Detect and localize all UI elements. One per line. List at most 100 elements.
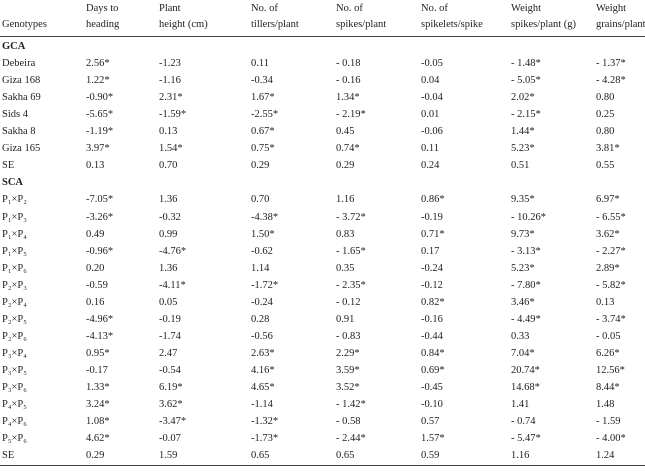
table-cell: -0.34 <box>251 75 273 87</box>
row-label: P₃×P₄ <box>2 347 27 359</box>
table-cell: -0.10 <box>421 399 443 411</box>
table-cell: - 3.74* <box>596 313 626 325</box>
header-cell: No. of <box>251 3 278 14</box>
table-cell: -4.11* <box>159 279 186 291</box>
table-cell: -1.14 <box>251 399 273 411</box>
table-cell: 12.56* <box>596 364 625 376</box>
section-title: GCA <box>2 41 26 52</box>
table-cell: 0.33 <box>511 330 530 342</box>
table-cell: -3.26* <box>86 211 114 223</box>
row-label: Sids 4 <box>2 109 28 121</box>
table-cell: - 0.18 <box>336 58 361 70</box>
table-cell: 9.35* <box>511 194 535 206</box>
table-cell: 0.17 <box>421 245 440 257</box>
table-cell: 2.29* <box>336 347 360 359</box>
table-cell: - 0.16 <box>336 75 361 87</box>
table-cell: 5.23* <box>511 262 535 274</box>
table-cell: - 2.44* <box>336 433 366 445</box>
row-label: Debeira <box>2 58 36 70</box>
table-cell: - 1.65* <box>336 245 366 257</box>
table-cell: 0.91 <box>336 313 355 325</box>
table-cell: 0.67* <box>251 126 275 138</box>
table-cell: -5.65* <box>86 109 114 121</box>
header-cell: heading <box>86 19 120 30</box>
table-cell: - 2.35* <box>336 279 366 291</box>
table-cell: 0.13 <box>596 296 615 308</box>
table-cell: 0.05 <box>159 296 178 308</box>
table-cell: - 5.47* <box>511 433 541 445</box>
table-cell: -4.38* <box>251 211 279 223</box>
table-cell: 1.57* <box>421 433 445 445</box>
header-cell: spikes/plant (g) <box>511 19 577 30</box>
table-cell: 0.59 <box>421 450 440 462</box>
row-label: P₃×P₅ <box>2 364 27 376</box>
row-label: P₁×P₅ <box>2 245 27 257</box>
table-cell: -0.44 <box>421 330 443 342</box>
table-cell: 0.83 <box>336 228 355 240</box>
table-cell: 3.97* <box>86 143 110 155</box>
table-cell: 1.59 <box>159 450 178 462</box>
table-cell: 0.75* <box>251 143 275 155</box>
row-label: P₁×P₂ <box>2 194 27 206</box>
table-cell: 0.13 <box>86 160 105 172</box>
table-cell: 0.51 <box>511 160 530 172</box>
table-cell: 8.44* <box>596 382 620 393</box>
table-cell: 9.73* <box>511 228 535 240</box>
table-cell: 2.31* <box>159 92 183 104</box>
table-cell: -4.76* <box>159 245 187 257</box>
header-cell: No. of <box>421 3 448 14</box>
header-cell: Genotypes <box>2 19 47 30</box>
table-cell: -0.16 <box>421 313 443 325</box>
table-cell: -0.12 <box>421 279 443 291</box>
table-cell: -0.07 <box>159 433 181 445</box>
table-cell: - 0.58 <box>336 416 361 428</box>
row-label: P₂×P₄ <box>2 296 27 308</box>
table-cell: 0.16 <box>86 296 105 308</box>
table-cell: 2.47 <box>159 347 178 359</box>
header-rule <box>0 36 645 37</box>
table-cell: - 2.15* <box>511 109 541 121</box>
table-cell: -1.72* <box>251 279 279 291</box>
table-cell: - 6.55* <box>596 211 626 223</box>
header-cell: height (cm) <box>159 19 208 30</box>
table-cell: 1.50* <box>251 228 275 240</box>
table-cell: 2.89* <box>596 262 620 274</box>
table-cell: 2.63* <box>251 347 275 359</box>
table-cell: 0.13 <box>159 126 178 138</box>
table-cell: 0.28 <box>251 313 270 325</box>
table-cell: -1.23 <box>159 58 181 70</box>
table-cell: - 0.05 <box>596 330 621 342</box>
table-cell: -0.32 <box>159 211 181 223</box>
table-cell: - 1.59 <box>596 416 621 428</box>
table-cell: - 1.37* <box>596 58 626 70</box>
row-label: P₄×P₆ <box>2 416 27 428</box>
row-label: Giza 165 <box>2 143 41 155</box>
table-cell: - 10.26* <box>511 211 546 223</box>
table-cell: 0.55 <box>596 160 615 172</box>
row-label: P₁×P₃ <box>2 211 27 223</box>
table-cell: 0.24 <box>421 160 440 172</box>
table-cell: -1.59* <box>159 109 187 121</box>
table-cell: 1.54* <box>159 143 183 155</box>
section-title: SCA <box>2 177 24 189</box>
table-cell: 4.16* <box>251 364 275 376</box>
table-cell: 0.80 <box>596 126 615 138</box>
table-cell: 0.04 <box>421 75 440 87</box>
table-cell: -1.19* <box>86 126 114 138</box>
table-cell: -0.59 <box>86 279 108 291</box>
table-cell: 6.97* <box>596 194 620 206</box>
table-cell: - 0.83 <box>336 330 361 342</box>
row-label: Sakha 69 <box>2 92 41 104</box>
table-cell: 0.99 <box>159 228 178 240</box>
table-cell: -0.45 <box>421 382 443 393</box>
table-cell: -7.05* <box>86 194 114 206</box>
table-cell: 5.23* <box>511 143 535 155</box>
table-cell: - 5.05* <box>511 75 541 87</box>
table-cell: 0.29 <box>86 450 105 462</box>
table-cell: - 7.80* <box>511 279 541 291</box>
table-cell: 0.95* <box>86 347 110 359</box>
table-cell: 2.56* <box>86 58 110 70</box>
table-cell: 0.71* <box>421 228 445 240</box>
table-cell: - 3.13* <box>511 245 541 257</box>
table-cell: -1.73* <box>251 433 279 445</box>
